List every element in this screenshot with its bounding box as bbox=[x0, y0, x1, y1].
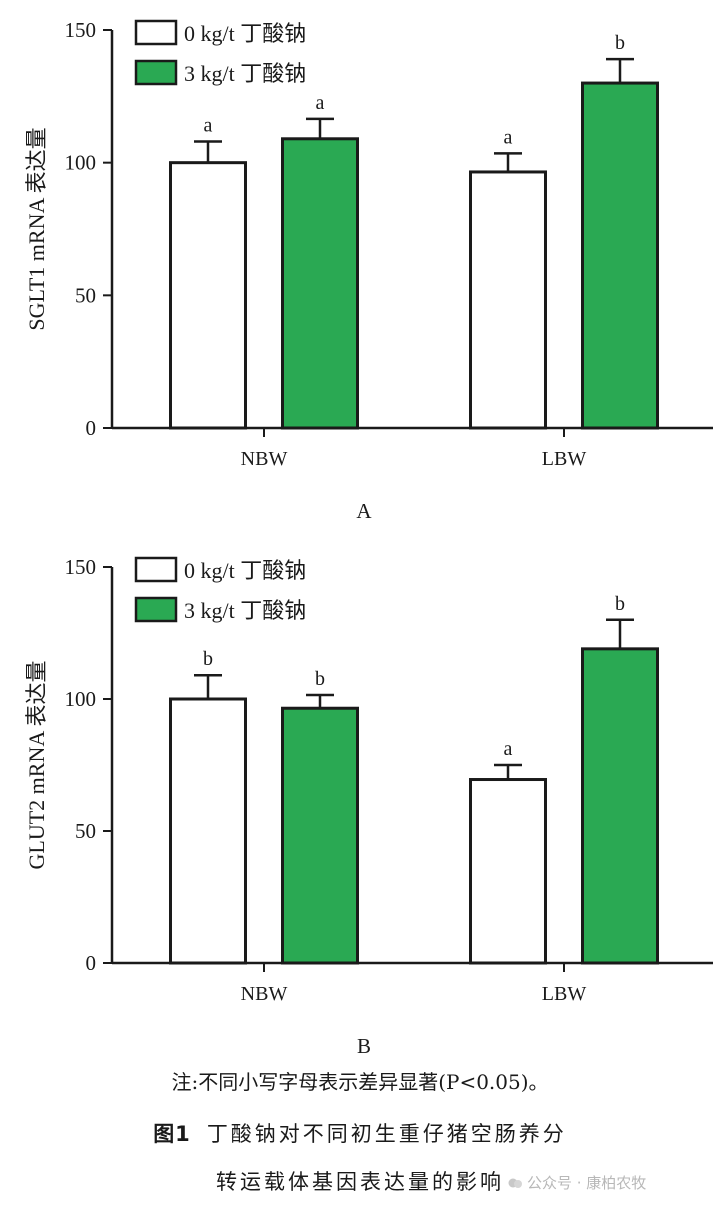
x-tick-label: LBW bbox=[542, 983, 587, 1005]
significance-letter: b bbox=[203, 648, 213, 670]
x-tick-label: LBW bbox=[542, 448, 587, 470]
watermark-text: 公众号 · 康柏农牧 bbox=[527, 1174, 647, 1192]
bar bbox=[581, 81, 659, 430]
chart-panel-A bbox=[103, 19, 713, 437]
y-axis-title: SGLT1 mRNA 表达量 bbox=[24, 127, 49, 330]
figure-caption: 图1 丁酸钠对不同初生重仔猪空肠养分 bbox=[0, 1118, 720, 1148]
x-tick-label: NBW bbox=[241, 448, 288, 470]
bar bbox=[169, 697, 247, 965]
significance-letter: b bbox=[615, 593, 625, 615]
y-tick-label: 50 bbox=[75, 283, 96, 307]
figure-note: 注:不同小写字母表示差异显著(P<0.05)。 bbox=[171, 1070, 549, 1094]
watermark: 公众号 · 康柏农牧 bbox=[508, 1172, 646, 1193]
legend-swatch bbox=[134, 596, 178, 623]
bar bbox=[281, 137, 359, 430]
significance-letter: a bbox=[504, 738, 513, 760]
bar bbox=[281, 706, 359, 965]
caption-label: 图1 bbox=[153, 1122, 191, 1146]
bar bbox=[169, 161, 247, 430]
y-tick-label: 100 bbox=[65, 687, 97, 711]
legend-label: 0 kg/t 丁酸钠 bbox=[184, 21, 306, 46]
y-tick-label: 100 bbox=[65, 151, 97, 175]
y-tick-label: 150 bbox=[65, 18, 97, 42]
bar bbox=[469, 170, 547, 430]
bar bbox=[469, 778, 547, 965]
significance-letter: a bbox=[316, 92, 325, 114]
figure-caption-line2: 转运载体基因表达量的影响 bbox=[216, 1170, 504, 1194]
panel-label: B bbox=[357, 1034, 371, 1058]
chart-panel-B bbox=[103, 556, 713, 972]
significance-letter: a bbox=[204, 114, 213, 136]
significance-letter: b bbox=[615, 32, 625, 54]
y-axis-title: GLUT2 mRNA 表达量 bbox=[24, 660, 49, 869]
caption-line1: 丁酸钠对不同初生重仔猪空肠养分 bbox=[206, 1122, 567, 1146]
legend-label: 0 kg/t 丁酸钠 bbox=[184, 558, 306, 583]
x-tick-label: NBW bbox=[241, 983, 288, 1005]
bar bbox=[581, 647, 659, 965]
significance-letter: b bbox=[315, 668, 325, 690]
y-tick-label: 50 bbox=[75, 819, 96, 843]
panel-label: A bbox=[356, 499, 372, 523]
significance-letter: a bbox=[504, 126, 513, 148]
figure-charts: 0 50 100 150 NBW LBW SGLT1 mRNA 表达量 a a a b 0 kg/t … bbox=[24, 18, 713, 1058]
legend-swatch bbox=[134, 556, 178, 583]
wechat-icon bbox=[508, 1178, 522, 1188]
legend-swatch bbox=[134, 19, 178, 46]
legend-label: 3 kg/t 丁酸钠 bbox=[184, 61, 306, 86]
legend-swatch bbox=[134, 59, 178, 86]
legend-label: 3 kg/t 丁酸钠 bbox=[184, 598, 306, 623]
y-tick-label: 0 bbox=[86, 951, 97, 975]
y-tick-label: 0 bbox=[86, 416, 97, 440]
y-tick-label: 150 bbox=[65, 555, 97, 579]
